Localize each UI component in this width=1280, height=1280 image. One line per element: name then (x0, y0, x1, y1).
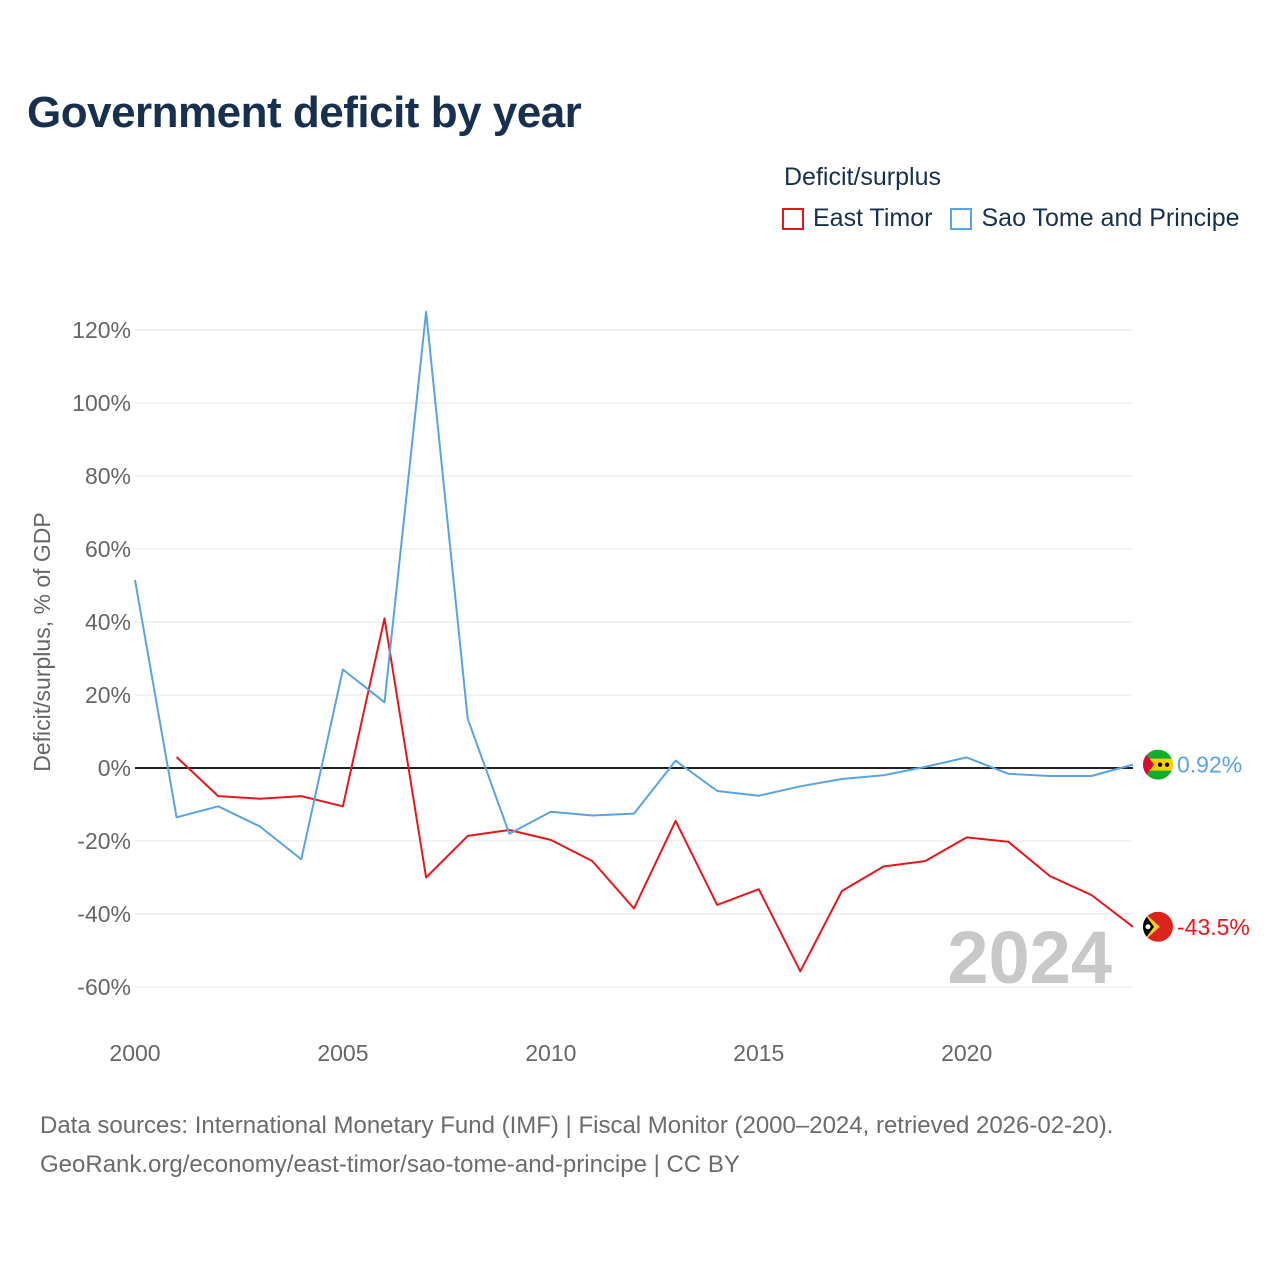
series-line-east-timor[interactable] (175, 617, 1134, 973)
x-tick-label: 2000 (109, 1040, 160, 1066)
x-tick-label: 2010 (525, 1040, 576, 1066)
footer: Data sources: International Monetary Fun… (40, 1106, 1113, 1184)
legend-title: Deficit/surplus (784, 163, 941, 191)
legend-item-sao-tome[interactable]: Sao Tome and Principe (950, 204, 1240, 233)
flag-marker-east-timor (1143, 911, 1173, 942)
legend-label-sao-tome: Sao Tome and Principe (981, 204, 1240, 232)
y-tick-label: 20% (85, 682, 131, 708)
y-tick-label: 80% (85, 463, 131, 489)
legend: East Timor Sao Tome and Principe (782, 204, 1258, 233)
y-tick-label: -60% (77, 974, 131, 1000)
y-tick-label: 100% (72, 390, 131, 416)
flag-marker-sao-tome-and-principe (1143, 749, 1173, 780)
legend-swatch-east-timor (782, 207, 804, 230)
grid-lines (135, 329, 1133, 988)
x-axis-ticks: 2000 2005 2010 2015 2020 (109, 1040, 992, 1066)
series-lines (134, 310, 1134, 973)
series-line-sao-tome-and-principe[interactable] (134, 310, 1134, 861)
legend-item-east-timor[interactable]: East Timor (782, 204, 932, 233)
y-tick-label: 60% (85, 536, 131, 562)
footer-link[interactable]: GeoRank.org/economy/east-timor/sao-tome-… (40, 1151, 740, 1178)
legend-label-east-timor: East Timor (813, 204, 933, 232)
x-tick-label: 2020 (941, 1040, 992, 1066)
flag-star (1145, 924, 1151, 930)
end-value-label-east-timor: -43.5% (1177, 914, 1250, 940)
legend-swatch-sao-tome (950, 207, 973, 230)
flag-star (1164, 762, 1170, 767)
x-tick-label: 2015 (733, 1040, 784, 1066)
flag-star (1157, 762, 1163, 767)
end-value-label-sao-tome-and-principe: 0.92% (1177, 752, 1242, 778)
y-tick-label: -40% (77, 901, 131, 927)
flag-triangle (1143, 749, 1154, 780)
end-markers: -43.5% 0.92% (1143, 749, 1250, 942)
x-tick-label: 2005 (317, 1040, 368, 1066)
year-watermark: 2024 (947, 916, 1112, 999)
footer-sources: Data sources: International Monetary Fun… (40, 1112, 1114, 1139)
y-tick-label: 0% (98, 755, 131, 781)
y-tick-label: -20% (77, 828, 131, 854)
y-axis-title: Deficit/surplus, % of GDP (29, 512, 55, 771)
y-tick-label: 120% (72, 317, 131, 343)
chart-title: Government deficit by year (27, 88, 582, 137)
y-axis-ticks: -60% -40% -20% 0% 20% 40% 60% 80% 100% 120% (72, 317, 131, 1000)
y-tick-label: 40% (85, 609, 131, 635)
